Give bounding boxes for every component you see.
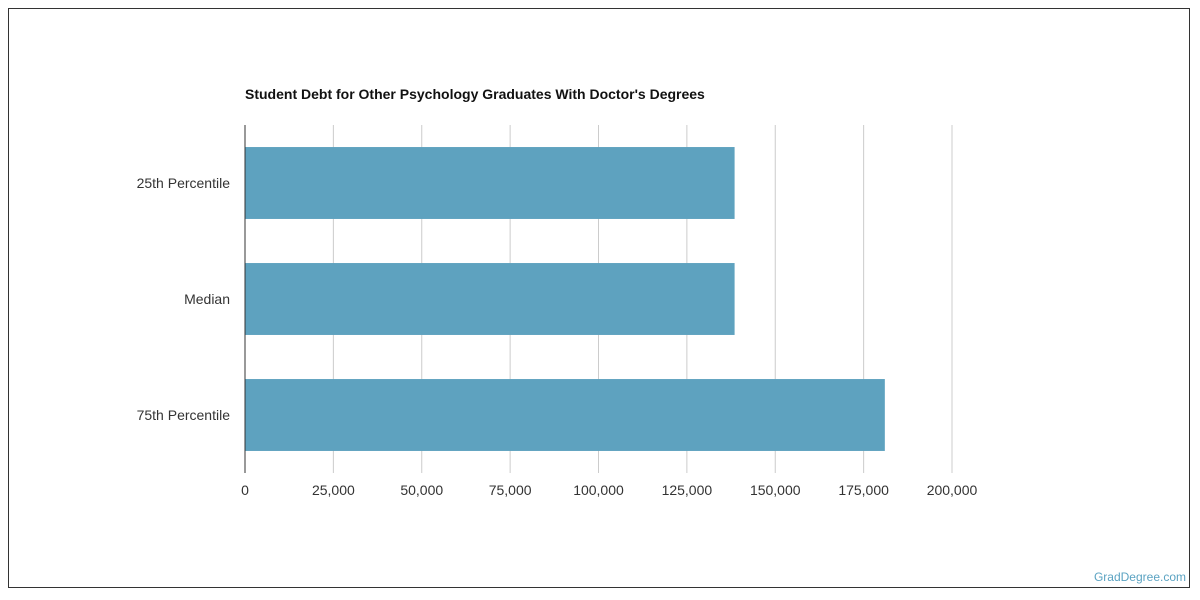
x-tick-label: 100,000	[573, 482, 624, 498]
bar	[245, 379, 885, 451]
x-tick-label: 150,000	[750, 482, 801, 498]
x-tick-labels: 0 25,000 50,000 75,000 100,000 125,000 150,000…	[241, 482, 977, 498]
x-tick-label: 175,000	[838, 482, 889, 498]
category-label: Median	[184, 291, 230, 307]
bars	[245, 147, 885, 451]
category-labels: 25th Percentile Median 75th Percentile	[137, 175, 231, 423]
chart-title: Student Debt for Other Psychology Gradua…	[245, 86, 705, 102]
x-tick-label: 25,000	[312, 482, 355, 498]
bar	[245, 147, 735, 219]
bar	[245, 263, 735, 335]
x-tick-label: 200,000	[927, 482, 978, 498]
x-tick-label: 75,000	[489, 482, 532, 498]
category-label: 75th Percentile	[137, 407, 231, 423]
x-tick-label: 125,000	[662, 482, 713, 498]
category-label: 25th Percentile	[137, 175, 231, 191]
x-tick-label: 0	[241, 482, 249, 498]
brand-link[interactable]: GradDegree.com	[1093, 570, 1186, 584]
x-tick-label: 50,000	[400, 482, 443, 498]
